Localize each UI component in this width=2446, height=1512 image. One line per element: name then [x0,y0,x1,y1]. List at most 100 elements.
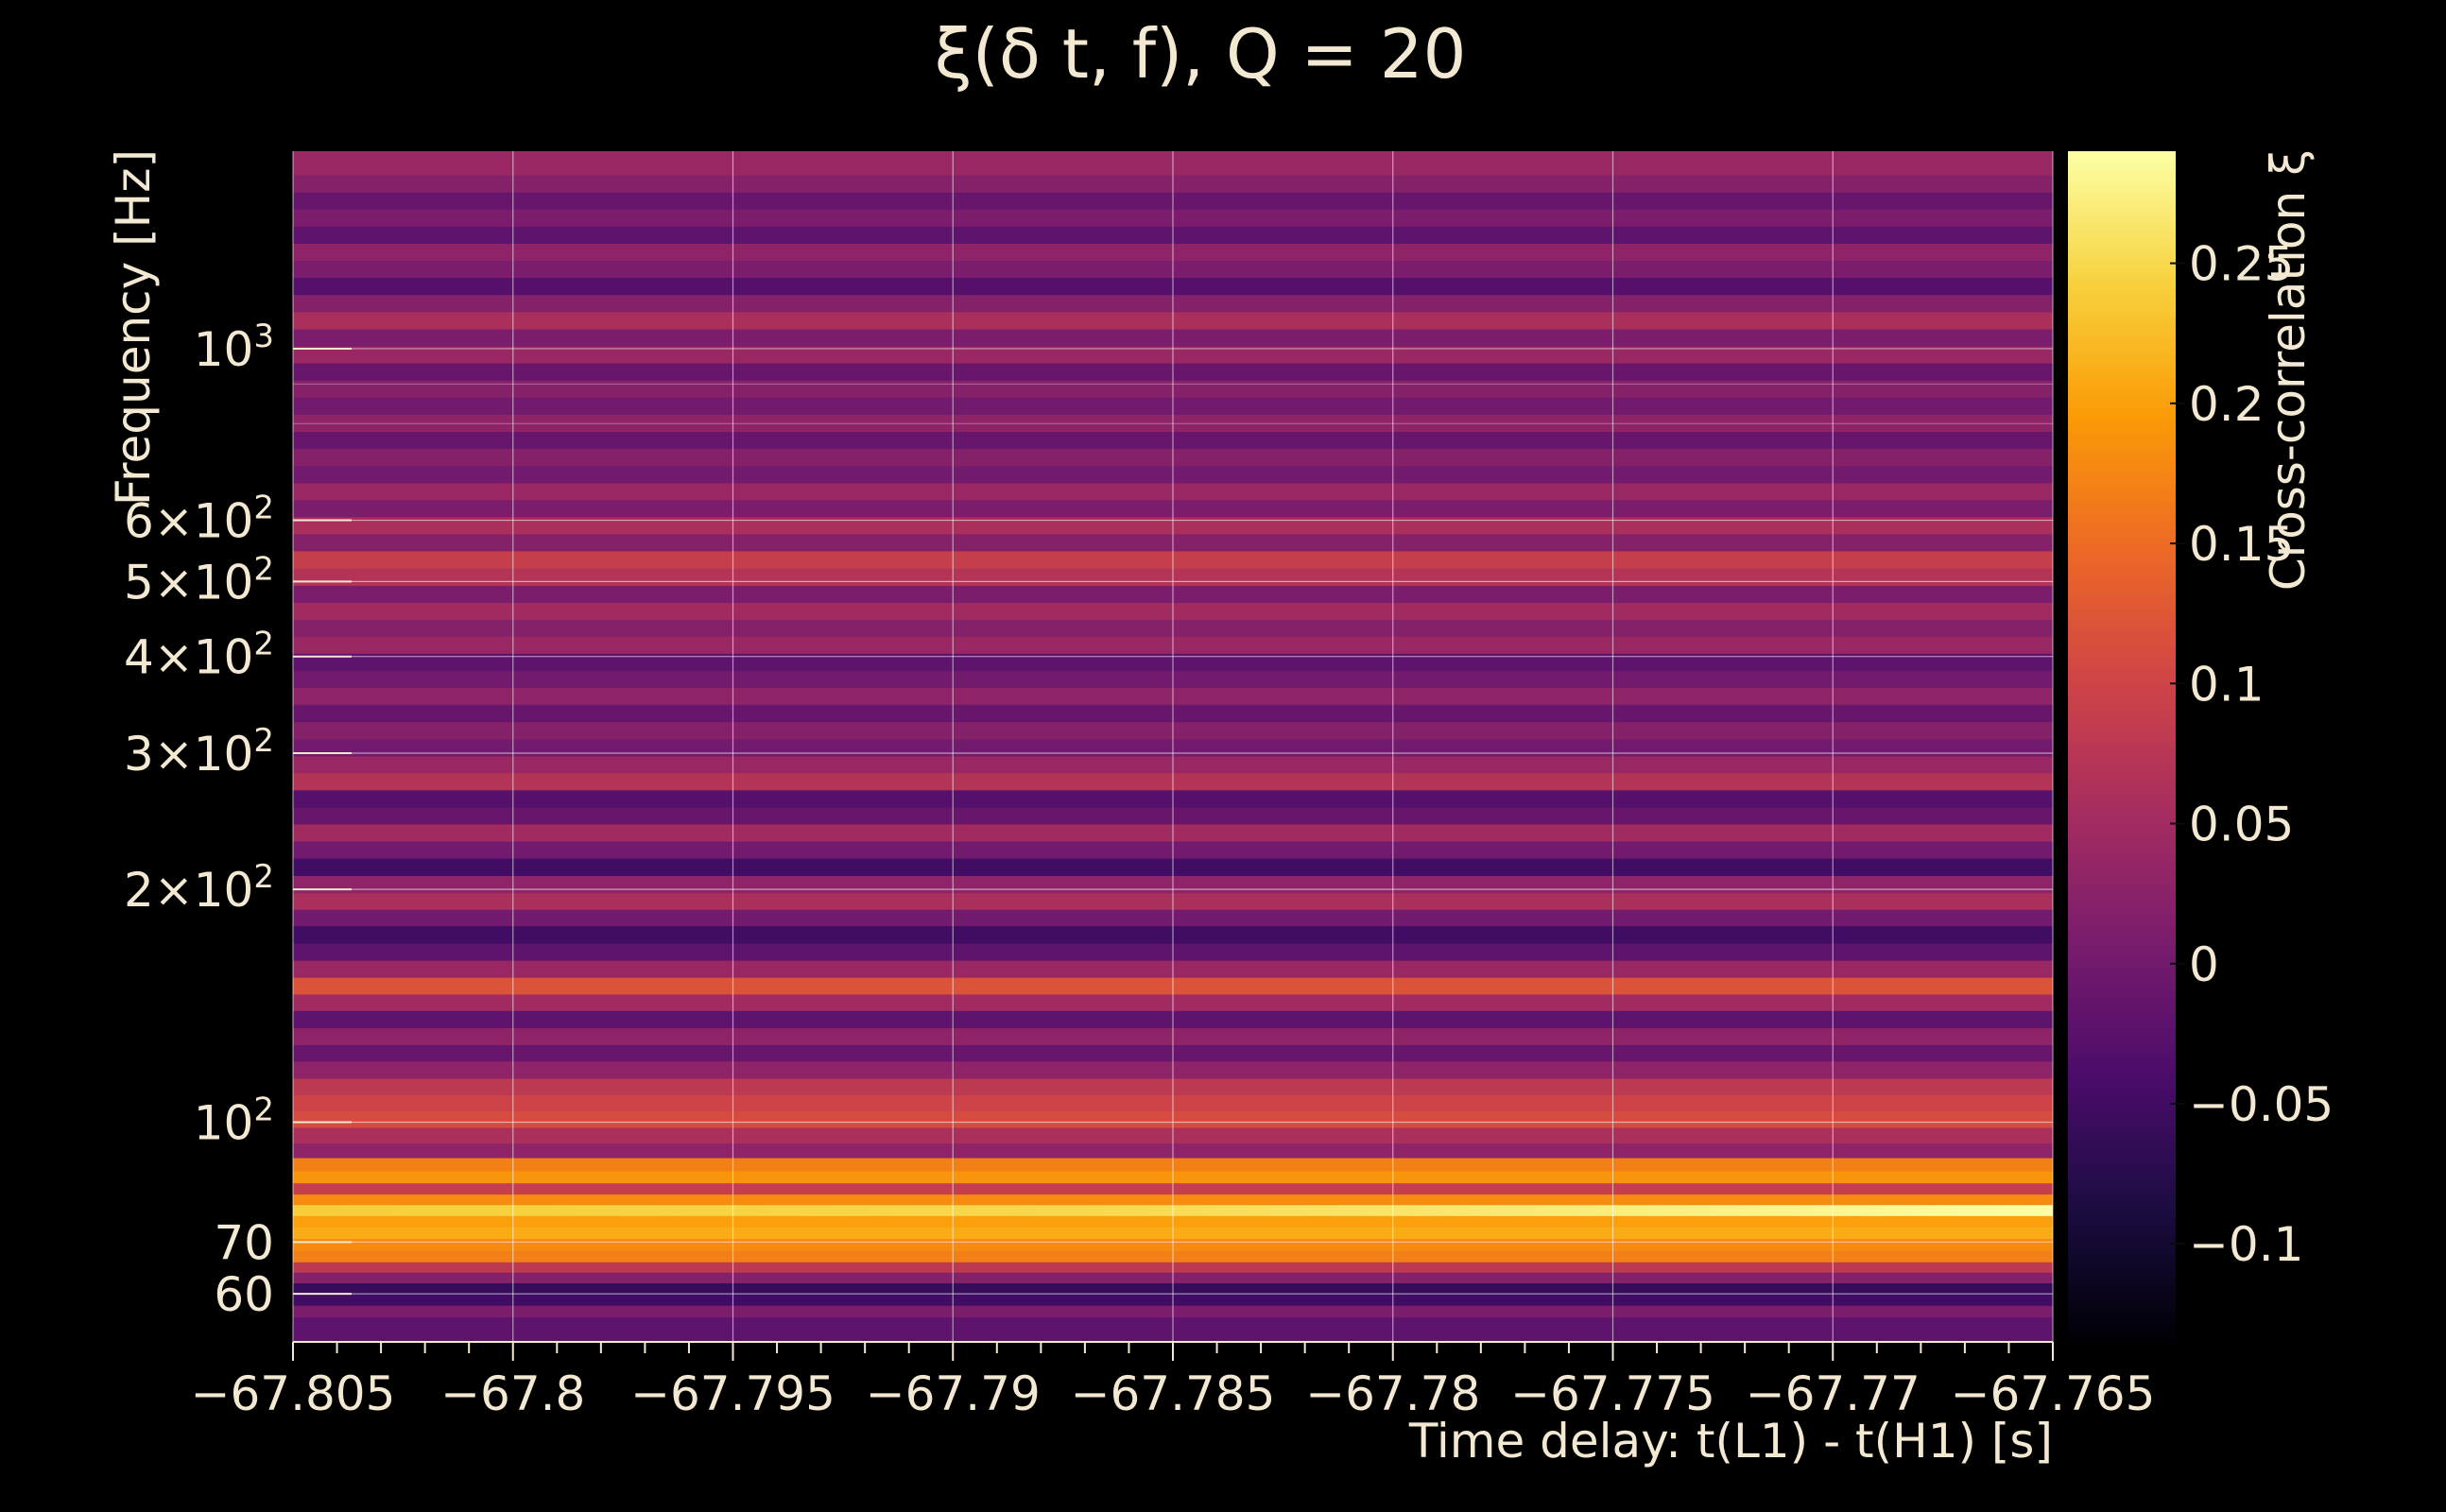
colorbar-segment [2068,383,2176,390]
colorbar-segment [2068,841,2176,849]
colorbar-segment [2068,1240,2176,1247]
colorbar-segment [2068,990,2176,998]
x-axis: −67.805 −67.8 −67.795 −67.79 −67.785 −67.78 −6… [191,1341,2155,1421]
colorbar-segment [2068,907,2176,914]
colorbar-segment [2068,478,2176,486]
x-tick-label: −67.785 [1071,1366,1276,1421]
colorbar-segment [2068,1061,2176,1069]
colorbar-segment [2068,585,2176,593]
colorbar-segment [2068,455,2176,462]
colorbar-segment [2068,913,2176,920]
colorbar-segment [2068,550,2176,557]
colorbar-segment [2068,514,2176,522]
colorbar-segment [2068,1270,2176,1278]
colorbar-segment [2068,1127,2176,1135]
colorbar-tick-label: 0.2 [2189,377,2265,432]
colorbar-segment [2068,1198,2176,1206]
colorbar-segment [2068,1180,2176,1188]
colorbar-segment [2068,168,2176,176]
x-tick-label: −67.79 [866,1366,1041,1421]
colorbar-segment [2068,401,2176,408]
colorbar-segment [2068,305,2176,313]
colorbar-segment [2068,294,2176,301]
colorbar-segment [2068,942,2176,950]
colorbar-segment [2068,198,2176,206]
colorbar-segment [2068,788,2176,795]
colorbar-segment [2068,365,2176,372]
colorbar-segment [2068,675,2176,682]
x-tick-label: −67.77 [1746,1366,1921,1421]
colorbar-segment [2068,1032,2176,1040]
y-tick-label: 70 [214,1215,274,1270]
colorbar-segment [2068,895,2176,902]
colorbar-segment [2068,657,2176,664]
colorbar-segment [2068,335,2176,343]
colorbar-segment [2068,889,2176,897]
colorbar-segment [2068,1068,2176,1075]
colorbar-segment [2068,592,2176,599]
colorbar-segment [2068,621,2176,628]
y-tick-label: 60 [214,1267,274,1322]
colorbar-segment [2068,972,2176,980]
colorbar-segment [2068,835,2176,843]
colorbar-segment [2068,794,2176,801]
colorbar-segment [2068,603,2176,610]
colorbar-segment [2068,323,2176,331]
colorbar-segment [2068,193,2176,199]
colorbar-segment [2068,490,2176,497]
colorbar-segment [2068,1252,2176,1260]
colorbar-segment [2068,693,2176,700]
colorbar-segment [2068,318,2176,325]
colorbar-segment [2068,919,2176,926]
colorbar-segment [2068,722,2176,730]
colorbar-segment [2068,1121,2176,1128]
y-tick-label: 103 [194,318,274,377]
colorbar-segment [2068,175,2176,182]
colorbar-segment [2068,669,2176,676]
colorbar-segment [2068,234,2176,242]
colorbar-segment [2068,1151,2176,1159]
colorbar-segment [2068,424,2176,432]
colorbar-segment [2068,1169,2176,1177]
colorbar-segment [2068,704,2176,712]
colorbar-segment [2068,246,2176,253]
colorbar-segment [2068,282,2176,289]
colorbar-segment [2068,431,2176,438]
y-tick-label: 102 [194,1091,274,1151]
colorbar-segment [2068,871,2176,879]
colorbar-segment [2068,543,2176,551]
x-tick-label: −67.775 [1510,1366,1715,1421]
colorbar-segment [2068,747,2176,753]
colorbar-segment [2068,371,2176,378]
colorbar-segment [2068,508,2176,515]
colorbar-segment [2068,252,2176,259]
colorbar-segment [2068,419,2176,426]
colorbar-segment [2068,1335,2176,1343]
colorbar-segment [2068,466,2176,473]
colorbar-segment [2068,1324,2176,1331]
colorbar-segment [2068,1294,2176,1301]
colorbar-segment [2068,556,2176,563]
colorbar-segment [2068,406,2176,414]
colorbar-segment [2068,615,2176,623]
colorbar-segment [2068,449,2176,455]
colorbar-segment [2068,776,2176,783]
colorbar-segment [2068,901,2176,908]
colorbar-segment [2068,1008,2176,1016]
colorbar-segment [2068,597,2176,605]
colorbar-segment [2068,1157,2176,1164]
colorbar-segment [2068,186,2176,194]
colorbar-segment [2068,276,2176,284]
y-axis-label: Frequency [Hz] [106,149,161,506]
x-tick-label: −67.795 [630,1366,835,1421]
colorbar-segment [2068,817,2176,825]
colorbar-segment [2068,1187,2176,1194]
colorbar-segment [2068,1276,2176,1283]
colorbar-segment [2068,1216,2176,1224]
colorbar-segment [2068,1014,2176,1022]
colorbar-segment [2068,1211,2176,1218]
colorbar-segment [2068,330,2176,336]
colorbar-tick-label: 0.25 [2189,237,2294,292]
colorbar-segment [2068,1020,2176,1027]
colorbar-segment [2068,1234,2176,1242]
